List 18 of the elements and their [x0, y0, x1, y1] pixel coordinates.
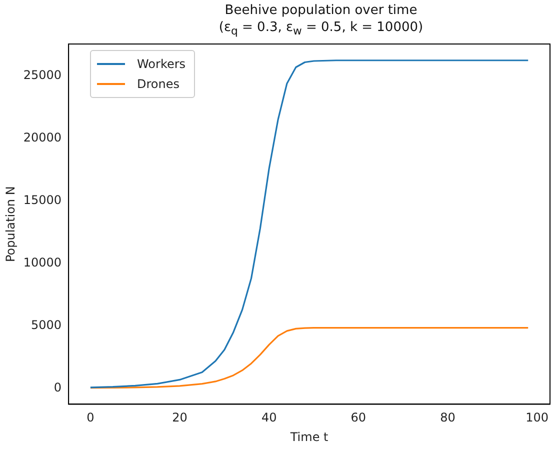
x-tick-label: 80 [440, 410, 456, 425]
x-tick-label: 0 [86, 410, 94, 425]
x-tick-label: 20 [172, 410, 188, 425]
y-tick-label: 10000 [23, 256, 62, 270]
x-tick-label: 100 [526, 410, 548, 425]
x-axis-title: Time t [289, 430, 329, 444]
y-tick-label: 25000 [23, 68, 62, 82]
y-tick-label: 0 [54, 380, 62, 395]
legend-label: Workers [137, 57, 186, 71]
y-tick-label: 20000 [23, 130, 62, 145]
x-tick-label: 40 [261, 410, 277, 425]
x-tick-label: 60 [350, 410, 366, 425]
y-tick-label: 5000 [31, 318, 62, 332]
legend-label: Drones [137, 77, 180, 91]
chart-title: Beehive population over time [224, 2, 418, 19]
y-tick-label: 15000 [23, 193, 62, 208]
y-axis-title: Population N [3, 186, 18, 262]
chart-subtitle: (ε$_{q}$ = 0.3, ε$_{w}$ = 0.5, k = 10000) [218, 19, 424, 40]
